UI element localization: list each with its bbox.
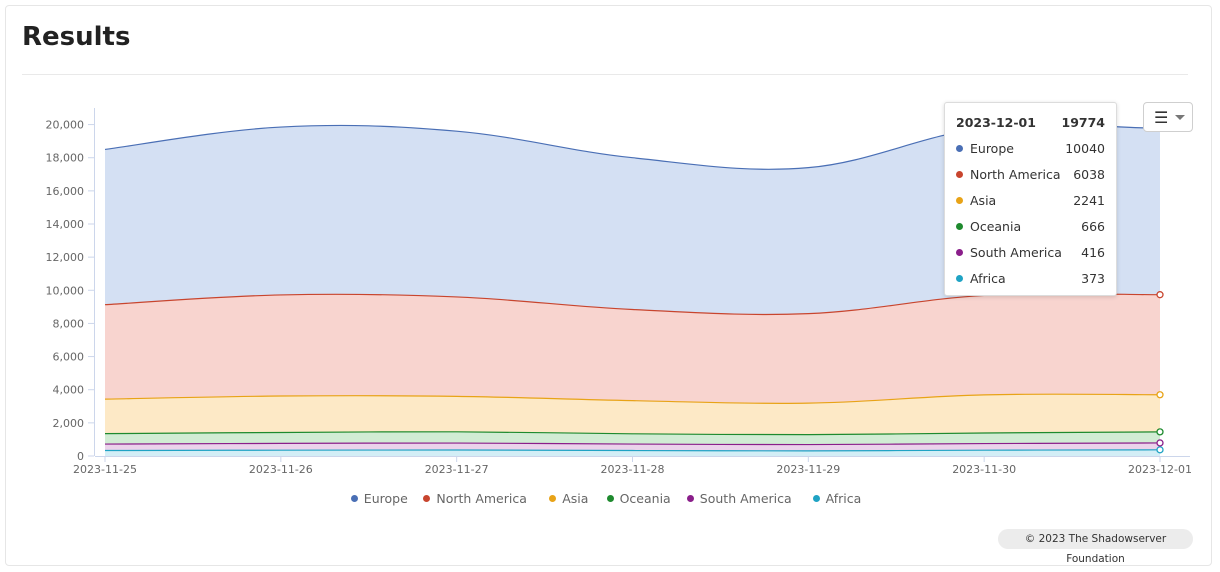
- y-tick-label: 16,000: [46, 185, 85, 198]
- area-oceania: [105, 431, 1160, 445]
- legend-label: South America: [699, 491, 792, 506]
- series-marker-south-america: [1156, 439, 1164, 447]
- x-tick-label: 2023-11-30: [952, 463, 1016, 476]
- legend-label: Oceania: [619, 491, 671, 506]
- tooltip-row-label: Asia: [970, 193, 997, 208]
- series-line-asia: [104, 393, 1161, 404]
- tooltip-row-label: North America: [970, 167, 1061, 182]
- y-tick-label: 2,000: [53, 417, 85, 430]
- series-line-oceania: [104, 431, 1161, 436]
- legend-label: North America: [436, 491, 527, 506]
- series-marker-oceania: [1156, 428, 1164, 436]
- tooltip-row-asia: Asia 2241: [956, 193, 1105, 209]
- tooltip-dot-icon: [956, 223, 963, 230]
- series-marker-north-america: [1156, 291, 1164, 299]
- legend-label: Asia: [562, 491, 589, 506]
- x-tick-label: 2023-11-29: [776, 463, 840, 476]
- area-africa: [105, 449, 1160, 456]
- tooltip-dot-icon: [956, 275, 963, 282]
- tooltip-row-oceania: Oceania 666: [956, 219, 1105, 235]
- tooltip-header: 2023-12-01 19774: [956, 115, 1105, 130]
- legend-label: Europe: [363, 491, 408, 506]
- y-tick-label: 12,000: [46, 251, 85, 264]
- chevron-down-icon: [1175, 115, 1185, 120]
- area-south-america: [105, 442, 1160, 451]
- x-tick-label: 2023-11-28: [601, 463, 665, 476]
- tooltip-date: 2023-12-01: [956, 115, 1036, 130]
- legend-dot-icon: [423, 495, 431, 502]
- y-tick-label: 18,000: [46, 152, 85, 165]
- tooltip-dot-icon: [956, 171, 963, 178]
- area-asia: [105, 394, 1160, 435]
- y-tick-label: 0: [77, 450, 84, 463]
- series-line-south-america: [104, 442, 1161, 446]
- tooltip-row-north-america: North America 6038: [956, 167, 1105, 183]
- legend-dot-icon: [686, 495, 694, 502]
- tooltip-row-value: 2241: [1073, 193, 1105, 208]
- tooltip-row-africa: Africa 373: [956, 271, 1105, 287]
- tooltip-row-label: Oceania: [970, 219, 1022, 234]
- x-tick-label: 2023-11-25: [73, 463, 137, 476]
- series-marker-africa: [1156, 446, 1164, 454]
- y-tick-label: 14,000: [46, 218, 85, 231]
- chart-menu-button[interactable]: ☰: [1143, 102, 1193, 132]
- tooltip-dot-icon: [956, 145, 963, 152]
- x-tick-label: 2023-11-27: [425, 463, 489, 476]
- series-marker-asia: [1156, 391, 1164, 399]
- tooltip-dot-icon: [956, 249, 963, 256]
- tooltip-row-value: 6038: [1073, 167, 1105, 182]
- y-tick-label: 4,000: [53, 384, 85, 397]
- area-north-america: [105, 293, 1160, 404]
- y-tick-label: 20,000: [46, 119, 85, 132]
- series-line-africa: [104, 449, 1161, 452]
- tooltip-row-value: 666: [1081, 219, 1105, 234]
- tooltip-dot-icon: [956, 197, 963, 204]
- chart-tooltip: 2023-12-01 19774 Europe 10040 North Americ…: [944, 102, 1117, 296]
- title-divider: [22, 74, 1188, 75]
- x-tick-label: 2023-11-26: [249, 463, 313, 476]
- tooltip-row-value: 10040: [1065, 141, 1105, 156]
- page-title: Results: [22, 22, 131, 52]
- tooltip-row-europe: Europe 10040: [956, 141, 1105, 157]
- area-europe: [105, 124, 1160, 315]
- legend-dot-icon: [812, 495, 820, 502]
- y-tick-label: 6,000: [53, 351, 85, 364]
- tooltip-row-south-america: South America 416: [956, 245, 1105, 261]
- legend-dot-icon: [549, 495, 557, 502]
- hamburger-icon: ☰: [1154, 108, 1169, 127]
- legend-label: Africa: [825, 491, 862, 506]
- y-tick-label: 10,000: [46, 284, 85, 297]
- legend-dot-icon: [606, 495, 614, 502]
- tooltip-row-label: Europe: [970, 141, 1014, 156]
- credit-badge[interactable]: © 2023 The Shadowserver Foundation: [998, 529, 1193, 565]
- tooltip-row-value: 373: [1081, 271, 1105, 286]
- tooltip-row-label: Africa: [970, 271, 1006, 286]
- legend-dot-icon: [350, 495, 358, 502]
- tooltip-row-value: 416: [1081, 245, 1105, 260]
- y-tick-label: 8,000: [53, 317, 85, 330]
- x-tick-label: 2023-12-01: [1128, 463, 1192, 476]
- chart-legend: Europe North America Asia Oceania South Amer…: [0, 490, 1220, 508]
- tooltip-row-label: South America: [970, 245, 1062, 260]
- tooltip-total: 19774: [1061, 115, 1106, 130]
